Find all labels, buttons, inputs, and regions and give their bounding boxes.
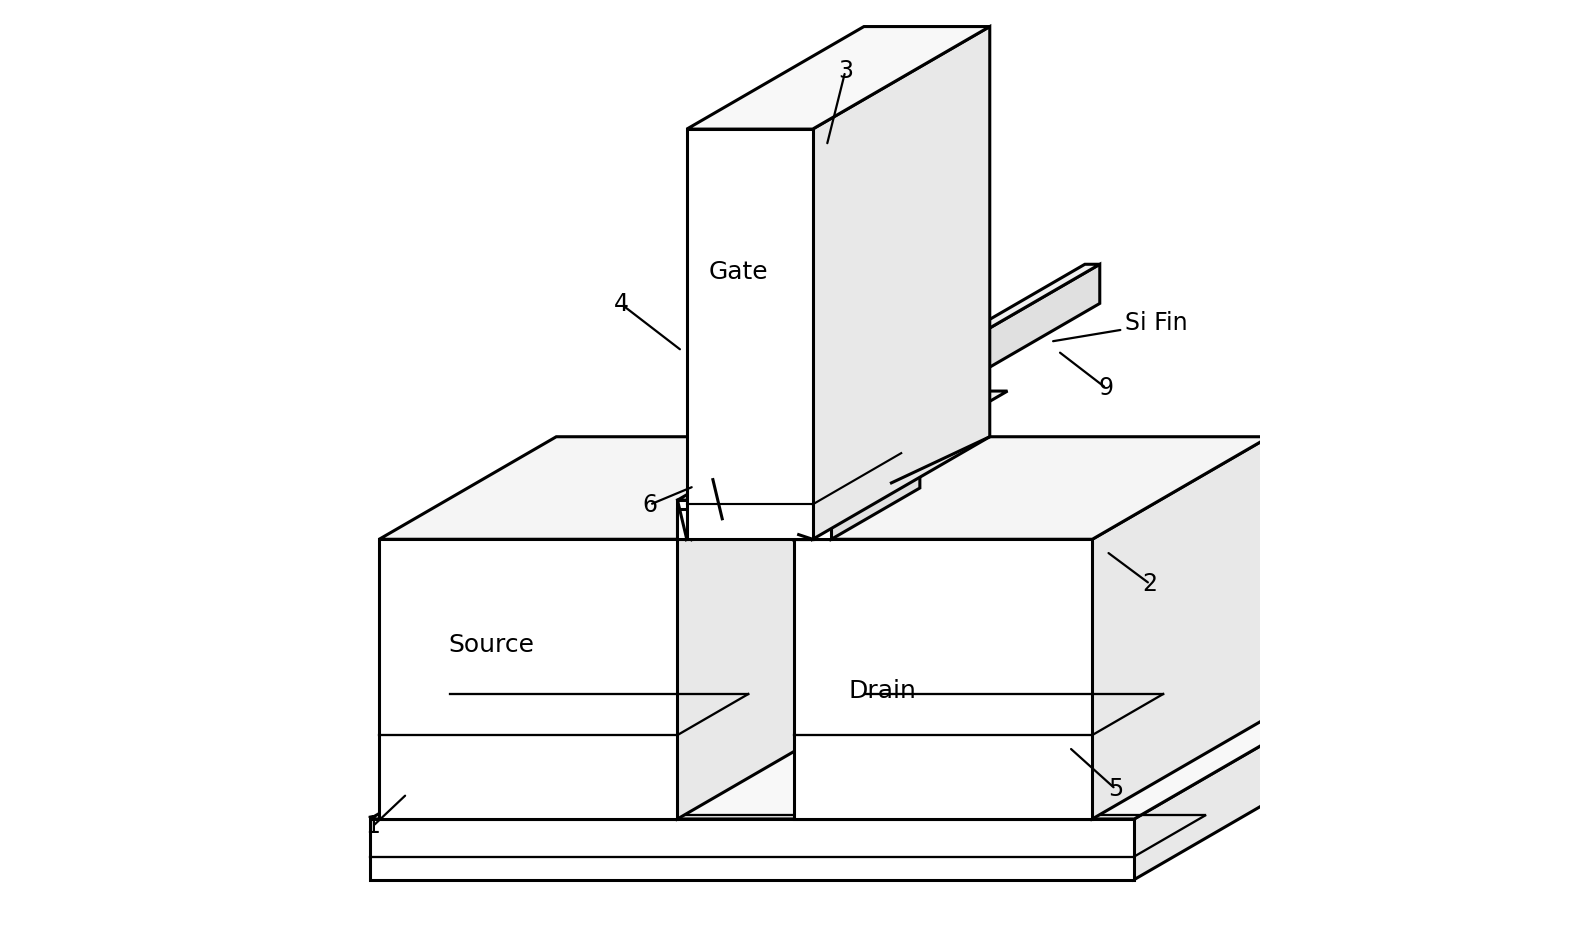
Polygon shape bbox=[686, 468, 757, 539]
Polygon shape bbox=[831, 455, 919, 539]
Text: 3: 3 bbox=[838, 59, 853, 83]
Polygon shape bbox=[794, 539, 1093, 819]
Text: 1: 1 bbox=[365, 814, 380, 839]
Polygon shape bbox=[678, 510, 686, 539]
Polygon shape bbox=[794, 504, 813, 539]
Polygon shape bbox=[370, 819, 1134, 880]
Polygon shape bbox=[794, 455, 919, 507]
Text: 4: 4 bbox=[615, 293, 629, 316]
Text: 9: 9 bbox=[1099, 376, 1113, 400]
Polygon shape bbox=[370, 716, 1312, 819]
Polygon shape bbox=[794, 391, 989, 539]
Polygon shape bbox=[678, 468, 757, 510]
Polygon shape bbox=[692, 265, 1100, 539]
Polygon shape bbox=[686, 129, 813, 539]
Polygon shape bbox=[380, 437, 854, 539]
Polygon shape bbox=[794, 437, 1269, 539]
Text: Si Fin: Si Fin bbox=[1124, 311, 1188, 335]
Polygon shape bbox=[813, 26, 989, 539]
Polygon shape bbox=[1134, 716, 1312, 880]
Polygon shape bbox=[678, 500, 692, 539]
Polygon shape bbox=[794, 507, 831, 539]
Text: Gate: Gate bbox=[708, 260, 769, 283]
Polygon shape bbox=[686, 26, 989, 129]
Polygon shape bbox=[1093, 437, 1269, 819]
Polygon shape bbox=[380, 539, 678, 819]
Text: 5: 5 bbox=[1108, 777, 1123, 801]
Text: 2: 2 bbox=[1143, 572, 1158, 596]
Text: Drain: Drain bbox=[848, 679, 916, 703]
Polygon shape bbox=[678, 437, 854, 819]
Text: Source: Source bbox=[448, 633, 534, 656]
Polygon shape bbox=[678, 265, 1100, 500]
Polygon shape bbox=[794, 391, 1007, 504]
Text: 6: 6 bbox=[642, 493, 657, 517]
